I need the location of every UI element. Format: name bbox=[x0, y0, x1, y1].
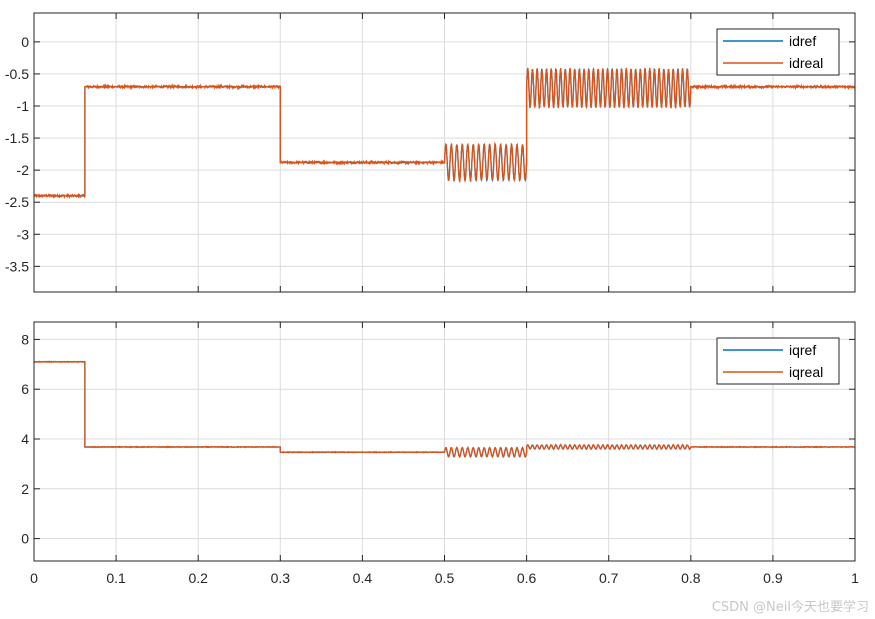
x-tick-label: 0.5 bbox=[435, 570, 455, 586]
legend: iqref iqreal bbox=[716, 337, 840, 385]
y-tick-label: -1.5 bbox=[5, 130, 29, 146]
y-tick-label: -2 bbox=[17, 162, 30, 178]
legend-label-idref: idref bbox=[789, 33, 816, 49]
legend-box bbox=[716, 28, 840, 76]
y-tick-label: 0 bbox=[21, 34, 29, 50]
axes-1: 0 -0.5 -1 -1.5 -2 -2.5 -3 -3.5 idref idreal bbox=[5, 12, 856, 293]
y-tick-label: -0.5 bbox=[5, 66, 29, 82]
axes-2: 0 0.1 0.2 0.3 0.4 0.5 0.6 0.7 0.8 0.9 102468iqrefi… bbox=[21, 321, 859, 586]
legend-label-idreal: idreal bbox=[789, 55, 823, 71]
x-tick-label: 1 bbox=[851, 570, 859, 586]
y-tick-label: -3.5 bbox=[5, 258, 29, 274]
legend-label-iqreal: iqreal bbox=[789, 364, 823, 380]
x-tick-label: 0 bbox=[30, 570, 38, 586]
x-tick-label: 0.2 bbox=[188, 570, 208, 586]
y-tick-label: 0 bbox=[21, 531, 29, 547]
y-tick-label: 8 bbox=[21, 331, 29, 347]
x-tick-label: 0.9 bbox=[763, 570, 783, 586]
y-tick-label: 6 bbox=[21, 381, 29, 397]
legend-label-iqref: iqref bbox=[789, 342, 816, 358]
series-line-idreal bbox=[34, 66, 855, 200]
y-tick-label: 4 bbox=[21, 431, 29, 447]
x-tick-label: 0.4 bbox=[353, 570, 373, 586]
legend-box bbox=[716, 337, 840, 385]
x-tick-label: 0.1 bbox=[106, 570, 126, 586]
x-tick-label: 0.3 bbox=[271, 570, 291, 586]
series-line-iqreal bbox=[34, 360, 855, 459]
legend: idref idreal bbox=[716, 28, 840, 76]
y-tick-label: 2 bbox=[21, 481, 29, 497]
y-tick-label: -1 bbox=[17, 98, 30, 114]
y-tick-label: -3 bbox=[17, 226, 30, 242]
x-tick-label: 0.7 bbox=[599, 570, 619, 586]
watermark: CSDN @Neil今天也要学习 bbox=[711, 600, 869, 615]
x-tick-label: 0.6 bbox=[517, 570, 537, 586]
x-tick-label: 0.8 bbox=[681, 570, 701, 586]
y-tick-label: -2.5 bbox=[5, 194, 29, 210]
